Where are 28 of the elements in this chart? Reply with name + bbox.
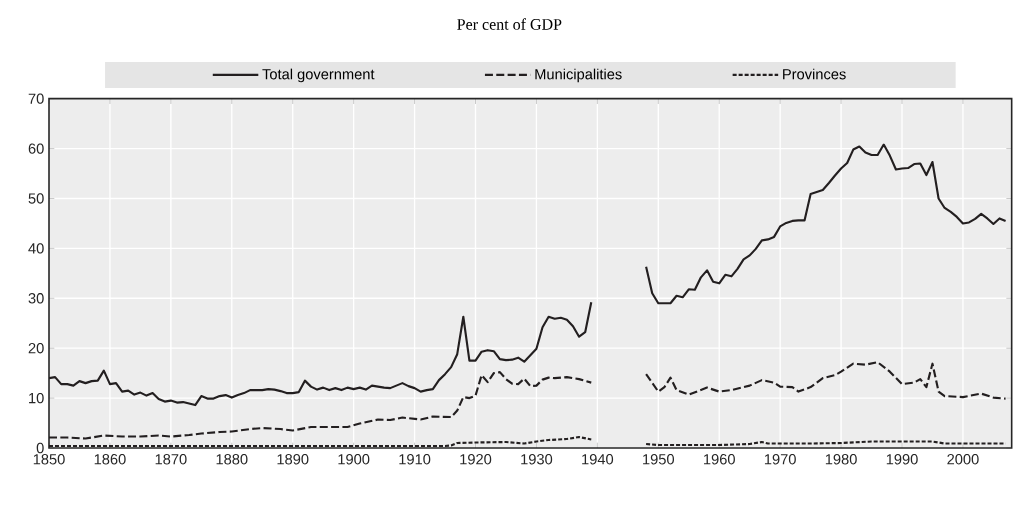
x-tick-label: 1980 bbox=[825, 454, 857, 465]
x-tick-label: 1920 bbox=[460, 454, 492, 465]
y-tick-label: 50 bbox=[28, 193, 44, 204]
x-tick-label: 2000 bbox=[947, 454, 979, 465]
x-tick-label: 1940 bbox=[582, 454, 614, 465]
x-tick-label: 1970 bbox=[764, 454, 796, 465]
x-tick-label: 1850 bbox=[33, 454, 65, 465]
y-tick-label: 0 bbox=[36, 442, 44, 454]
y-tick-label: 60 bbox=[28, 143, 44, 154]
x-tick-label: 1950 bbox=[643, 454, 675, 465]
x-tick-label: 1890 bbox=[277, 454, 309, 465]
y-tick-label: 20 bbox=[28, 343, 44, 354]
x-tick-label: 1880 bbox=[216, 454, 248, 465]
y-tick-label: 10 bbox=[29, 392, 44, 404]
x-tick-label: 1990 bbox=[886, 454, 918, 465]
x-tick-label: 1930 bbox=[521, 454, 553, 465]
x-tick-label: 1860 bbox=[94, 454, 126, 465]
legend-label: Municipalities bbox=[535, 68, 622, 83]
legend-label: Provinces bbox=[783, 68, 846, 80]
chart-subtitle: Per cent of GDP bbox=[457, 18, 562, 30]
x-tick-label: 1900 bbox=[338, 454, 370, 465]
x-tick-label: 1910 bbox=[399, 454, 431, 465]
y-tick-label: 30 bbox=[28, 293, 44, 304]
legend-label: Total government bbox=[262, 68, 375, 83]
x-tick-label: 1960 bbox=[704, 454, 735, 465]
x-tick-label: 1870 bbox=[155, 454, 187, 465]
y-tick-label: 40 bbox=[28, 243, 44, 254]
y-tick-label: 70 bbox=[28, 93, 44, 104]
